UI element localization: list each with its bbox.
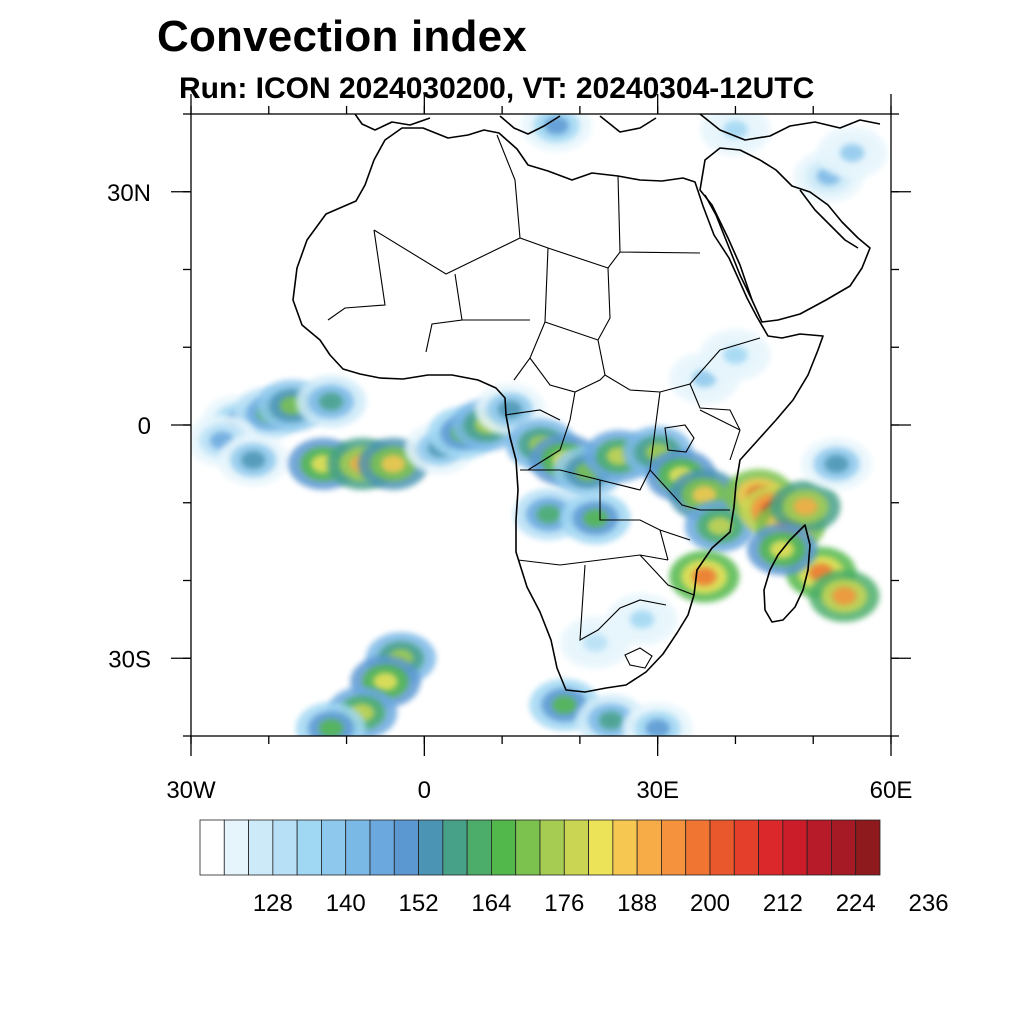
lesotho-border: [624, 647, 653, 669]
convection-field: [191, 114, 888, 736]
colorbar-label: 140: [326, 890, 366, 917]
convection-cell: [381, 454, 406, 473]
map-axes: 30W 0 30E 60E 30N 0 30S: [107, 94, 912, 804]
colorbar-swatch: [393, 819, 419, 876]
colorbar-swatch: [321, 819, 347, 876]
colorbar-swatch: [199, 819, 225, 876]
colorbar-swatch: [248, 819, 274, 876]
colorbar-label: 128: [253, 890, 293, 917]
colorbar-swatch: [831, 819, 857, 876]
persian-gulf-coast: [799, 189, 859, 249]
colorbar-swatch: [685, 819, 711, 876]
colorbar-swatch: [758, 819, 784, 876]
x-tick-label: 0: [418, 777, 431, 804]
colorbar: 128 140 152 164 176 188 200 212 224 236: [199, 819, 949, 917]
colorbar-swatch: [782, 819, 808, 876]
colorbar-label: 200: [690, 890, 730, 917]
africa-outline: [292, 127, 824, 693]
convection-cell: [598, 711, 624, 730]
convection-cell: [707, 517, 733, 536]
convection-cell: [583, 633, 608, 652]
colorbar-label: 224: [836, 890, 876, 917]
colorbar-swatch: [418, 819, 444, 876]
colorbar-swatch: [855, 819, 881, 876]
colorbar-swatch: [345, 819, 371, 876]
convection-cell: [544, 116, 569, 135]
convection-cell: [536, 505, 561, 524]
convection-cell: [629, 610, 655, 629]
colorbar-swatch: [612, 819, 638, 876]
colorbar-swatch: [588, 819, 614, 876]
y-tick-label: 30N: [107, 180, 151, 207]
madagascar-outline: [763, 524, 811, 623]
x-tick-label: 30W: [166, 777, 216, 804]
colorbar-swatch: [806, 819, 832, 876]
x-tick-label: 60E: [870, 777, 913, 804]
colorbar-swatch: [369, 819, 395, 876]
colorbar-swatch: [539, 819, 565, 876]
colorbar-swatch: [709, 819, 735, 876]
colorbar-swatch: [272, 819, 298, 876]
colorbar-label: 152: [399, 890, 439, 917]
border-lines: [327, 134, 761, 641]
colorbar-swatch: [296, 819, 322, 876]
colorbar-swatch: [223, 819, 249, 876]
colorbar-swatch: [466, 819, 492, 876]
colorbar-label: 176: [544, 890, 584, 917]
convection-cell: [318, 392, 344, 411]
convection-cell: [318, 719, 344, 736]
convection-cell: [692, 567, 717, 586]
colorbar-swatch: [491, 819, 517, 876]
colorbar-swatch: [636, 819, 662, 876]
coastlines: [292, 114, 881, 693]
colorbar-label: 212: [763, 890, 803, 917]
convection-cell: [241, 450, 266, 469]
convection-cell: [552, 695, 577, 714]
lake-victoria: [664, 424, 695, 453]
chart-subtitle: Run: ICON 2024030200, VT: 20240304-12UTC: [179, 72, 815, 105]
country-borders: [327, 134, 761, 669]
convection-cell: [373, 672, 398, 691]
convection-cell: [793, 497, 818, 516]
convection-cell: [832, 587, 857, 606]
colorbar-label: 164: [471, 890, 511, 917]
convection-cell: [839, 143, 865, 162]
convection-cell: [692, 485, 717, 504]
arabia-outline: [699, 147, 871, 323]
colorbar-swatch: [442, 819, 468, 876]
convection-cell: [824, 454, 849, 473]
convection-cell: [497, 400, 523, 419]
colorbar-label: 236: [909, 890, 949, 917]
colorbar-swatch: [563, 819, 589, 876]
red-sea-coast: [704, 194, 753, 301]
y-tick-label: 30S: [108, 646, 151, 673]
x-tick-label: 30E: [636, 777, 679, 804]
convection-cell: [723, 346, 748, 365]
chart-title: Convection index: [157, 12, 527, 61]
colorbar-swatch: [733, 819, 759, 876]
colorbar-swatch: [661, 819, 687, 876]
y-tick-label: 0: [138, 413, 151, 440]
convection-cell: [583, 509, 608, 528]
europe-coast: [354, 114, 881, 141]
colorbar-swatch: [515, 819, 541, 876]
convection-cell: [645, 719, 670, 736]
colorbar-label: 188: [617, 890, 657, 917]
